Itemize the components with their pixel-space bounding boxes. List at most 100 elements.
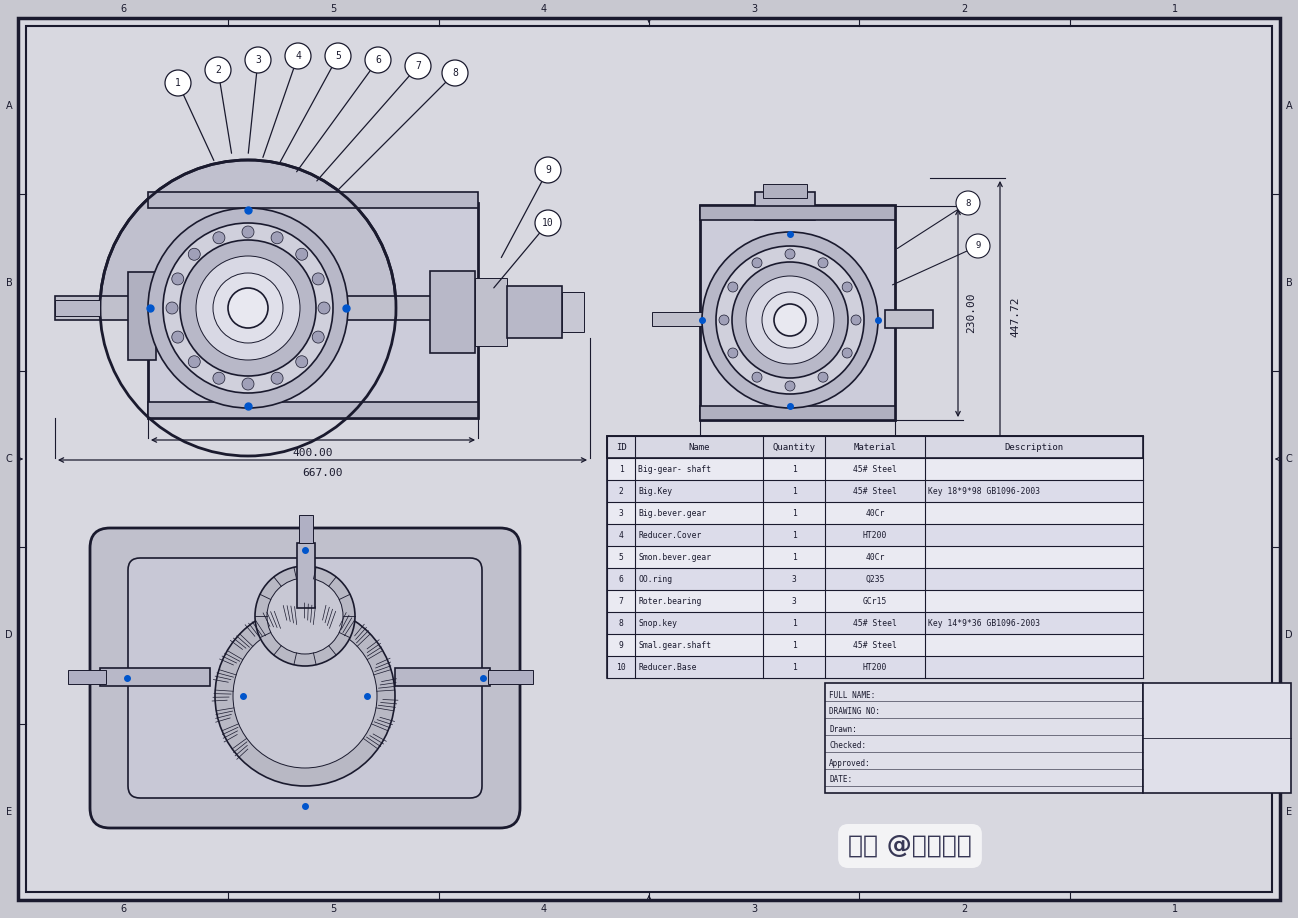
Bar [607,568,1144,590]
Bar [129,272,156,360]
Circle shape [213,372,225,385]
Bar [763,184,807,198]
Text: 7: 7 [619,597,623,606]
Bar [607,590,1144,612]
Circle shape [164,223,334,393]
Text: Name: Name [688,442,710,452]
Text: 头条 @软服之家: 头条 @软服之家 [848,834,972,858]
Bar [607,502,1144,524]
Text: 9: 9 [545,165,550,175]
Bar [607,656,1144,678]
Bar [607,612,1144,634]
Text: 4: 4 [541,904,546,914]
Circle shape [716,246,864,394]
Text: 6: 6 [121,904,126,914]
Text: Big.Key: Big.Key [639,487,672,496]
Text: 45# Steel: 45# Steel [853,641,897,650]
Bar [607,546,1144,568]
Text: 2: 2 [962,4,967,14]
Bar [652,312,704,326]
Text: 230.00: 230.00 [966,293,976,333]
Circle shape [228,288,267,328]
Bar [607,436,1144,678]
Bar [148,203,478,418]
Text: 2: 2 [619,487,623,496]
Text: 3: 3 [752,904,757,914]
Text: 9: 9 [619,641,623,650]
Text: B: B [5,277,13,287]
Text: 8: 8 [452,68,458,78]
Circle shape [313,331,324,343]
Text: 1: 1 [792,531,797,540]
Circle shape [774,304,806,336]
Bar [395,668,491,686]
Circle shape [313,273,324,285]
Text: Q235: Q235 [866,575,885,584]
FancyBboxPatch shape [129,558,482,798]
Circle shape [535,157,561,183]
Text: 667.00: 667.00 [301,468,343,478]
Text: 1: 1 [792,553,797,562]
Circle shape [180,240,315,376]
Text: OO.ring: OO.ring [639,575,672,584]
Text: C: C [5,454,13,464]
Circle shape [365,47,391,73]
Text: HT200: HT200 [863,663,888,671]
Text: 2: 2 [215,65,221,75]
Text: 4: 4 [619,531,623,540]
Bar [700,206,896,220]
Circle shape [171,331,184,343]
Text: B: B [1285,277,1293,287]
Text: 7: 7 [415,61,421,71]
Text: 1: 1 [792,487,797,496]
Text: Reducer.Base: Reducer.Base [639,663,697,671]
Text: Drawn:: Drawn: [829,724,857,733]
Text: Big-gear- shaft: Big-gear- shaft [639,465,711,474]
Circle shape [148,208,348,408]
Text: 3: 3 [752,4,757,14]
Circle shape [732,262,848,378]
Text: 1: 1 [619,465,623,474]
Text: 10: 10 [543,218,554,228]
Text: D: D [5,631,13,641]
Text: 1: 1 [792,619,797,628]
Text: 400.00: 400.00 [293,448,334,458]
Text: A: A [5,101,12,111]
Text: GCr15: GCr15 [863,597,888,606]
Text: Smon.bever.gear: Smon.bever.gear [639,553,711,562]
Bar [67,670,106,684]
Circle shape [719,315,729,325]
Bar [508,286,562,338]
Text: Smal.gear.shaft: Smal.gear.shaft [639,641,711,650]
Text: ID: ID [615,442,627,452]
Text: 1: 1 [1172,904,1177,914]
Wedge shape [100,160,396,308]
Text: 4: 4 [541,4,546,14]
Text: E: E [1286,807,1292,817]
Circle shape [842,348,853,358]
Bar [700,406,896,420]
Text: 3: 3 [256,55,261,65]
Circle shape [324,43,350,69]
Text: 10: 10 [617,663,626,671]
Text: Material: Material [854,442,897,452]
Text: 6: 6 [619,575,623,584]
Circle shape [188,248,200,261]
Circle shape [966,234,990,258]
Text: 3: 3 [792,575,797,584]
Text: 447.72: 447.72 [1010,297,1020,337]
Text: Checked:: Checked: [829,742,866,751]
Circle shape [196,256,300,360]
Circle shape [241,378,254,390]
Circle shape [188,356,200,368]
Text: 350.00: 350.00 [776,452,818,462]
Bar [488,670,533,684]
Circle shape [818,372,828,382]
Text: DATE:: DATE: [829,776,851,785]
Text: FULL NAME:: FULL NAME: [829,690,875,700]
Text: C: C [1285,454,1293,464]
Circle shape [818,258,828,268]
Circle shape [785,381,794,391]
Text: 1: 1 [792,663,797,671]
Text: 2: 2 [962,904,967,914]
